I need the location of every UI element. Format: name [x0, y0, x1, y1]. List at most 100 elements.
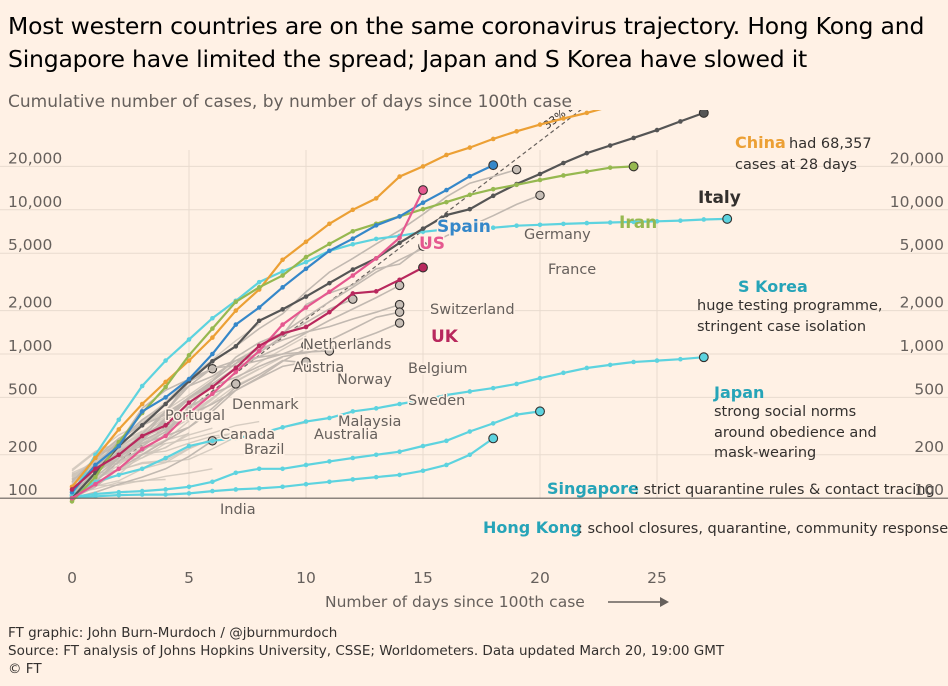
data-point-us: [373, 256, 379, 261]
data-point-iran: [607, 165, 613, 170]
label-iran: Iran: [619, 213, 657, 233]
data-point-singapore: [467, 429, 473, 434]
data-point-italy: [444, 212, 449, 218]
y-tick-label-right-500: 500: [914, 380, 944, 398]
data-point-japan: [327, 415, 332, 421]
data-point-us: [233, 369, 239, 375]
label-norway: Norway: [337, 372, 392, 388]
data-point-japan: [280, 425, 285, 430]
data-point-s-korea: [350, 241, 356, 247]
series-singapore: [69, 406, 545, 500]
background-country-line: [71, 422, 307, 481]
annotation-japan-2: around obedience and: [714, 425, 877, 441]
data-point-s-korea: [373, 236, 379, 242]
highlight-country-lines: [69, 110, 709, 504]
label-japan: Japan: [713, 383, 764, 402]
data-point-s-korea: [210, 315, 215, 321]
y-tick-label-right-1000: 1,000: [900, 337, 944, 355]
label-netherlands: Netherlands: [303, 337, 391, 353]
data-point-iran: [256, 285, 262, 290]
y-tick-label-right-2000: 2,000: [900, 294, 944, 312]
data-point-singapore: [280, 466, 285, 472]
grid-lines: [0, 150, 948, 499]
data-point-spain: [233, 322, 239, 327]
data-point-china: [303, 239, 309, 245]
data-point-s-korea: [256, 279, 262, 285]
data-point-italy: [350, 267, 356, 272]
y-tick-label-right-5000: 5,000: [900, 236, 944, 254]
data-point-singapore: [420, 443, 426, 449]
data-point-singapore: [350, 455, 356, 461]
data-point-hong-kong: [373, 474, 379, 480]
data-point-s-korea: [116, 417, 122, 423]
data-point-china: [373, 196, 379, 201]
data-point-iran: [350, 228, 356, 234]
data-point-hong-kong: [186, 491, 192, 496]
data-point-iran: [93, 474, 98, 480]
y-tick-label-right-100: 100: [914, 481, 944, 499]
data-point-italy: [490, 193, 496, 199]
data-point-hong-kong: [116, 492, 122, 498]
data-point-china: [514, 129, 519, 134]
x-axis-label: Number of days since 100th case: [325, 593, 585, 611]
end-marker-s-korea: [722, 213, 733, 224]
data-point-hong-kong: [420, 468, 426, 474]
data-point-us: [163, 433, 168, 439]
label-switzerland: Switzerland: [430, 302, 515, 318]
data-point-singapore: [163, 487, 168, 492]
data-point-italy: [210, 358, 215, 364]
series-line-uk: [71, 266, 424, 491]
data-point-s-korea: [467, 225, 473, 231]
label-singapore: Singapore: [547, 479, 639, 498]
annotation-japan-1: strong social norms: [714, 404, 856, 420]
annotation-s-korea-1: huge testing programme,: [697, 298, 883, 314]
label-denmark: Denmark: [232, 397, 299, 413]
data-point-s-korea: [514, 223, 519, 228]
data-point-japan: [490, 385, 496, 391]
data-point-spain: [350, 236, 356, 242]
y-tick-label-right-20000: 20,000: [890, 149, 944, 167]
data-point-italy: [537, 171, 543, 177]
series-labels: China had 68,357 cases at 28 days Italy Iran…: [164, 133, 948, 537]
data-point-spain: [280, 285, 285, 290]
end-marker-japan: [698, 352, 709, 363]
data-point-japan: [350, 409, 356, 414]
data-point-japan: [186, 443, 192, 449]
label-portugal: Portugal: [165, 408, 225, 424]
series-line-italy: [71, 111, 705, 499]
annotation-singapore: : strict quarantine rules & contact trac…: [634, 482, 935, 498]
data-point-hong-kong: [233, 487, 239, 492]
data-point-s-korea: [584, 220, 590, 226]
end-marker-denmark: [301, 340, 311, 350]
data-point-uk: [139, 433, 145, 439]
x-axis-arrow-head: [660, 597, 669, 607]
footer-credit: FT graphic: John Burn-Murdoch / @jburnmu…: [8, 625, 338, 641]
data-point-japan: [163, 455, 168, 461]
data-point-japan: [303, 419, 309, 424]
data-point-hong-kong: [350, 477, 356, 482]
data-point-s-korea: [186, 337, 192, 342]
data-point-china: [420, 164, 426, 169]
data-point-china: [163, 379, 168, 385]
y-tick-label-left-100: 100: [8, 481, 38, 499]
data-point-singapore: [490, 421, 496, 426]
data-point-iran: [490, 186, 496, 192]
data-point-hong-kong: [444, 462, 449, 468]
series-uk: [69, 262, 428, 492]
data-point-china: [561, 116, 566, 121]
data-point-iran: [69, 499, 75, 504]
data-point-iran: [280, 273, 285, 278]
data-point-uk: [210, 384, 215, 390]
label-china: China: [735, 133, 786, 152]
data-point-china: [139, 401, 145, 407]
data-point-s-korea: [163, 358, 168, 363]
x-tick-label-15: 15: [413, 569, 433, 587]
series-line-austria: [71, 298, 354, 493]
data-point-china: [584, 110, 590, 116]
data-point-singapore: [210, 479, 215, 485]
data-point-spain: [444, 187, 449, 193]
x-tick-label-5: 5: [184, 569, 194, 587]
data-point-iran: [561, 173, 566, 178]
